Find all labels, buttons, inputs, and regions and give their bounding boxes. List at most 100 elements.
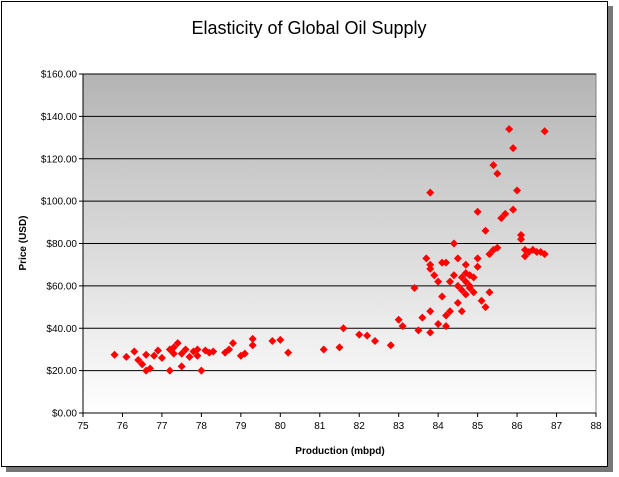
data-point	[481, 303, 490, 312]
x-tick-label: 79	[235, 421, 247, 432]
y-tick-label: $20.00	[46, 366, 77, 377]
data-point	[517, 235, 526, 244]
data-point	[225, 345, 234, 354]
y-axis-ticks: $0.00 $20.00 $40.00 $60.00 $80.00 $100.00 $120…	[41, 70, 83, 420]
y-tick-label: $80.00	[46, 239, 77, 250]
x-tick-label: 88	[590, 421, 602, 432]
data-point	[181, 345, 190, 354]
data-point	[426, 264, 435, 273]
x-tick-label: 84	[433, 421, 445, 432]
data-point	[240, 349, 249, 358]
data-point	[142, 350, 151, 359]
data-point	[461, 277, 470, 286]
data-point	[153, 346, 162, 355]
data-point	[193, 345, 202, 354]
data-point	[509, 144, 518, 153]
data-point	[442, 311, 451, 320]
data-point	[438, 292, 447, 301]
x-tick-label: 77	[156, 421, 168, 432]
data-point	[477, 296, 486, 305]
data-point	[469, 273, 478, 282]
x-tick-label: 86	[512, 421, 524, 432]
data-point	[513, 186, 522, 195]
data-point	[138, 360, 147, 369]
data-point	[457, 286, 466, 295]
data-point	[248, 341, 257, 350]
data-point	[410, 283, 419, 292]
data-point	[130, 347, 139, 356]
data-point	[461, 290, 470, 299]
x-tick-label: 85	[472, 421, 484, 432]
data-point	[442, 258, 451, 267]
data-point	[509, 205, 518, 214]
data-point	[146, 364, 155, 373]
data-point	[122, 352, 131, 361]
x-tick-label: 81	[314, 421, 326, 432]
data-point	[284, 348, 293, 357]
data-point	[339, 324, 348, 333]
data-point	[465, 281, 474, 290]
x-tick-label: 75	[77, 421, 89, 432]
data-point	[461, 260, 470, 269]
data-point	[473, 254, 482, 263]
data-point	[150, 351, 159, 360]
data-point	[371, 336, 380, 345]
data-point	[517, 231, 526, 240]
data-point	[319, 345, 328, 354]
data-point	[248, 334, 257, 343]
data-point	[501, 209, 510, 218]
x-axis-ticks: 75 76 77 78 79 80 81 82 83 84 85 86 87 88	[77, 74, 602, 432]
data-point	[157, 353, 166, 362]
data-point	[110, 350, 119, 359]
x-tick-label: 82	[354, 421, 366, 432]
data-point	[473, 207, 482, 216]
data-point	[363, 331, 372, 340]
data-point	[197, 366, 206, 375]
x-tick-label: 87	[551, 421, 563, 432]
data-point	[177, 362, 186, 371]
data-point	[426, 188, 435, 197]
data-point	[485, 288, 494, 297]
data-point	[497, 214, 506, 223]
y-tick-label: $60.00	[46, 281, 77, 292]
data-point	[449, 239, 458, 248]
data-point	[485, 250, 494, 259]
data-point	[355, 330, 364, 339]
data-point	[394, 315, 403, 324]
data-point	[445, 277, 454, 286]
x-tick-label: 80	[275, 421, 287, 432]
data-point	[505, 125, 514, 134]
x-tick-label: 76	[117, 421, 129, 432]
data-point	[493, 243, 502, 252]
data-point	[426, 307, 435, 316]
y-tick-label: $140.00	[41, 112, 78, 123]
data-point	[386, 341, 395, 350]
data-point	[426, 328, 435, 337]
data-point	[193, 351, 202, 360]
y-tick-label: $120.00	[41, 154, 78, 165]
chart-title: Elasticity of Global Oil Supply	[191, 18, 426, 38]
y-tick-label: $0.00	[52, 409, 77, 420]
data-point	[414, 326, 423, 335]
x-tick-label: 83	[393, 421, 405, 432]
data-point	[449, 271, 458, 280]
data-point	[185, 352, 194, 361]
data-point	[169, 343, 178, 352]
y-tick-label: $40.00	[46, 324, 77, 335]
data-point	[276, 335, 285, 344]
data-point	[173, 339, 182, 348]
y-tick-label: $100.00	[41, 197, 78, 208]
data-point	[457, 307, 466, 316]
data-point	[489, 161, 498, 170]
data-point	[177, 349, 186, 358]
x-tick-label: 78	[196, 421, 208, 432]
data-points	[110, 125, 549, 375]
data-point	[540, 127, 549, 136]
data-point	[422, 254, 431, 263]
data-point	[169, 349, 178, 358]
data-point	[469, 288, 478, 297]
y-tick-label: $160.00	[41, 70, 78, 81]
data-point	[209, 347, 218, 356]
data-point	[165, 366, 174, 375]
data-point	[520, 252, 529, 261]
